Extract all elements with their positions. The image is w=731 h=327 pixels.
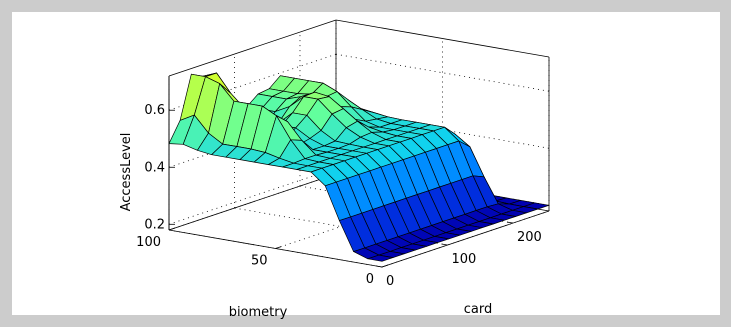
surface-mesh	[168, 72, 550, 262]
x-tick	[441, 243, 448, 246]
z-tick-label: 0.6	[144, 103, 165, 118]
x-tick	[506, 221, 514, 224]
surface-facet	[367, 254, 394, 262]
grid-line-z	[335, 53, 550, 92]
z-axis-label: AccessLevel	[119, 133, 134, 212]
y-tick-label: 0	[366, 272, 374, 287]
grid-line-z	[335, 110, 550, 149]
x-tick	[375, 265, 383, 268]
z-tick-label: 0.4	[144, 160, 165, 175]
box-edge	[168, 19, 337, 77]
y-tick-label: 100	[136, 235, 161, 250]
x-tick-label: 200	[517, 230, 542, 245]
x-tick-label: 100	[451, 252, 476, 267]
z-tick-label: 0.2	[144, 217, 165, 232]
y-tick	[168, 227, 176, 231]
tick-labels: 0.2 0.4 0.6 0 50 100 0 100 200	[136, 103, 542, 289]
y-tick	[381, 264, 389, 268]
box-edge	[335, 19, 550, 58]
box-edge-front	[381, 210, 550, 268]
y-tick-label: 50	[251, 254, 268, 269]
x-axis-label: card	[464, 302, 492, 317]
floor-grid-x	[234, 207, 448, 246]
tick-marks	[168, 109, 514, 268]
y-tick	[275, 246, 282, 249]
y-axis-label: biometry	[229, 305, 288, 320]
x-tick-label: 0	[386, 274, 394, 289]
box-edge	[168, 173, 337, 231]
